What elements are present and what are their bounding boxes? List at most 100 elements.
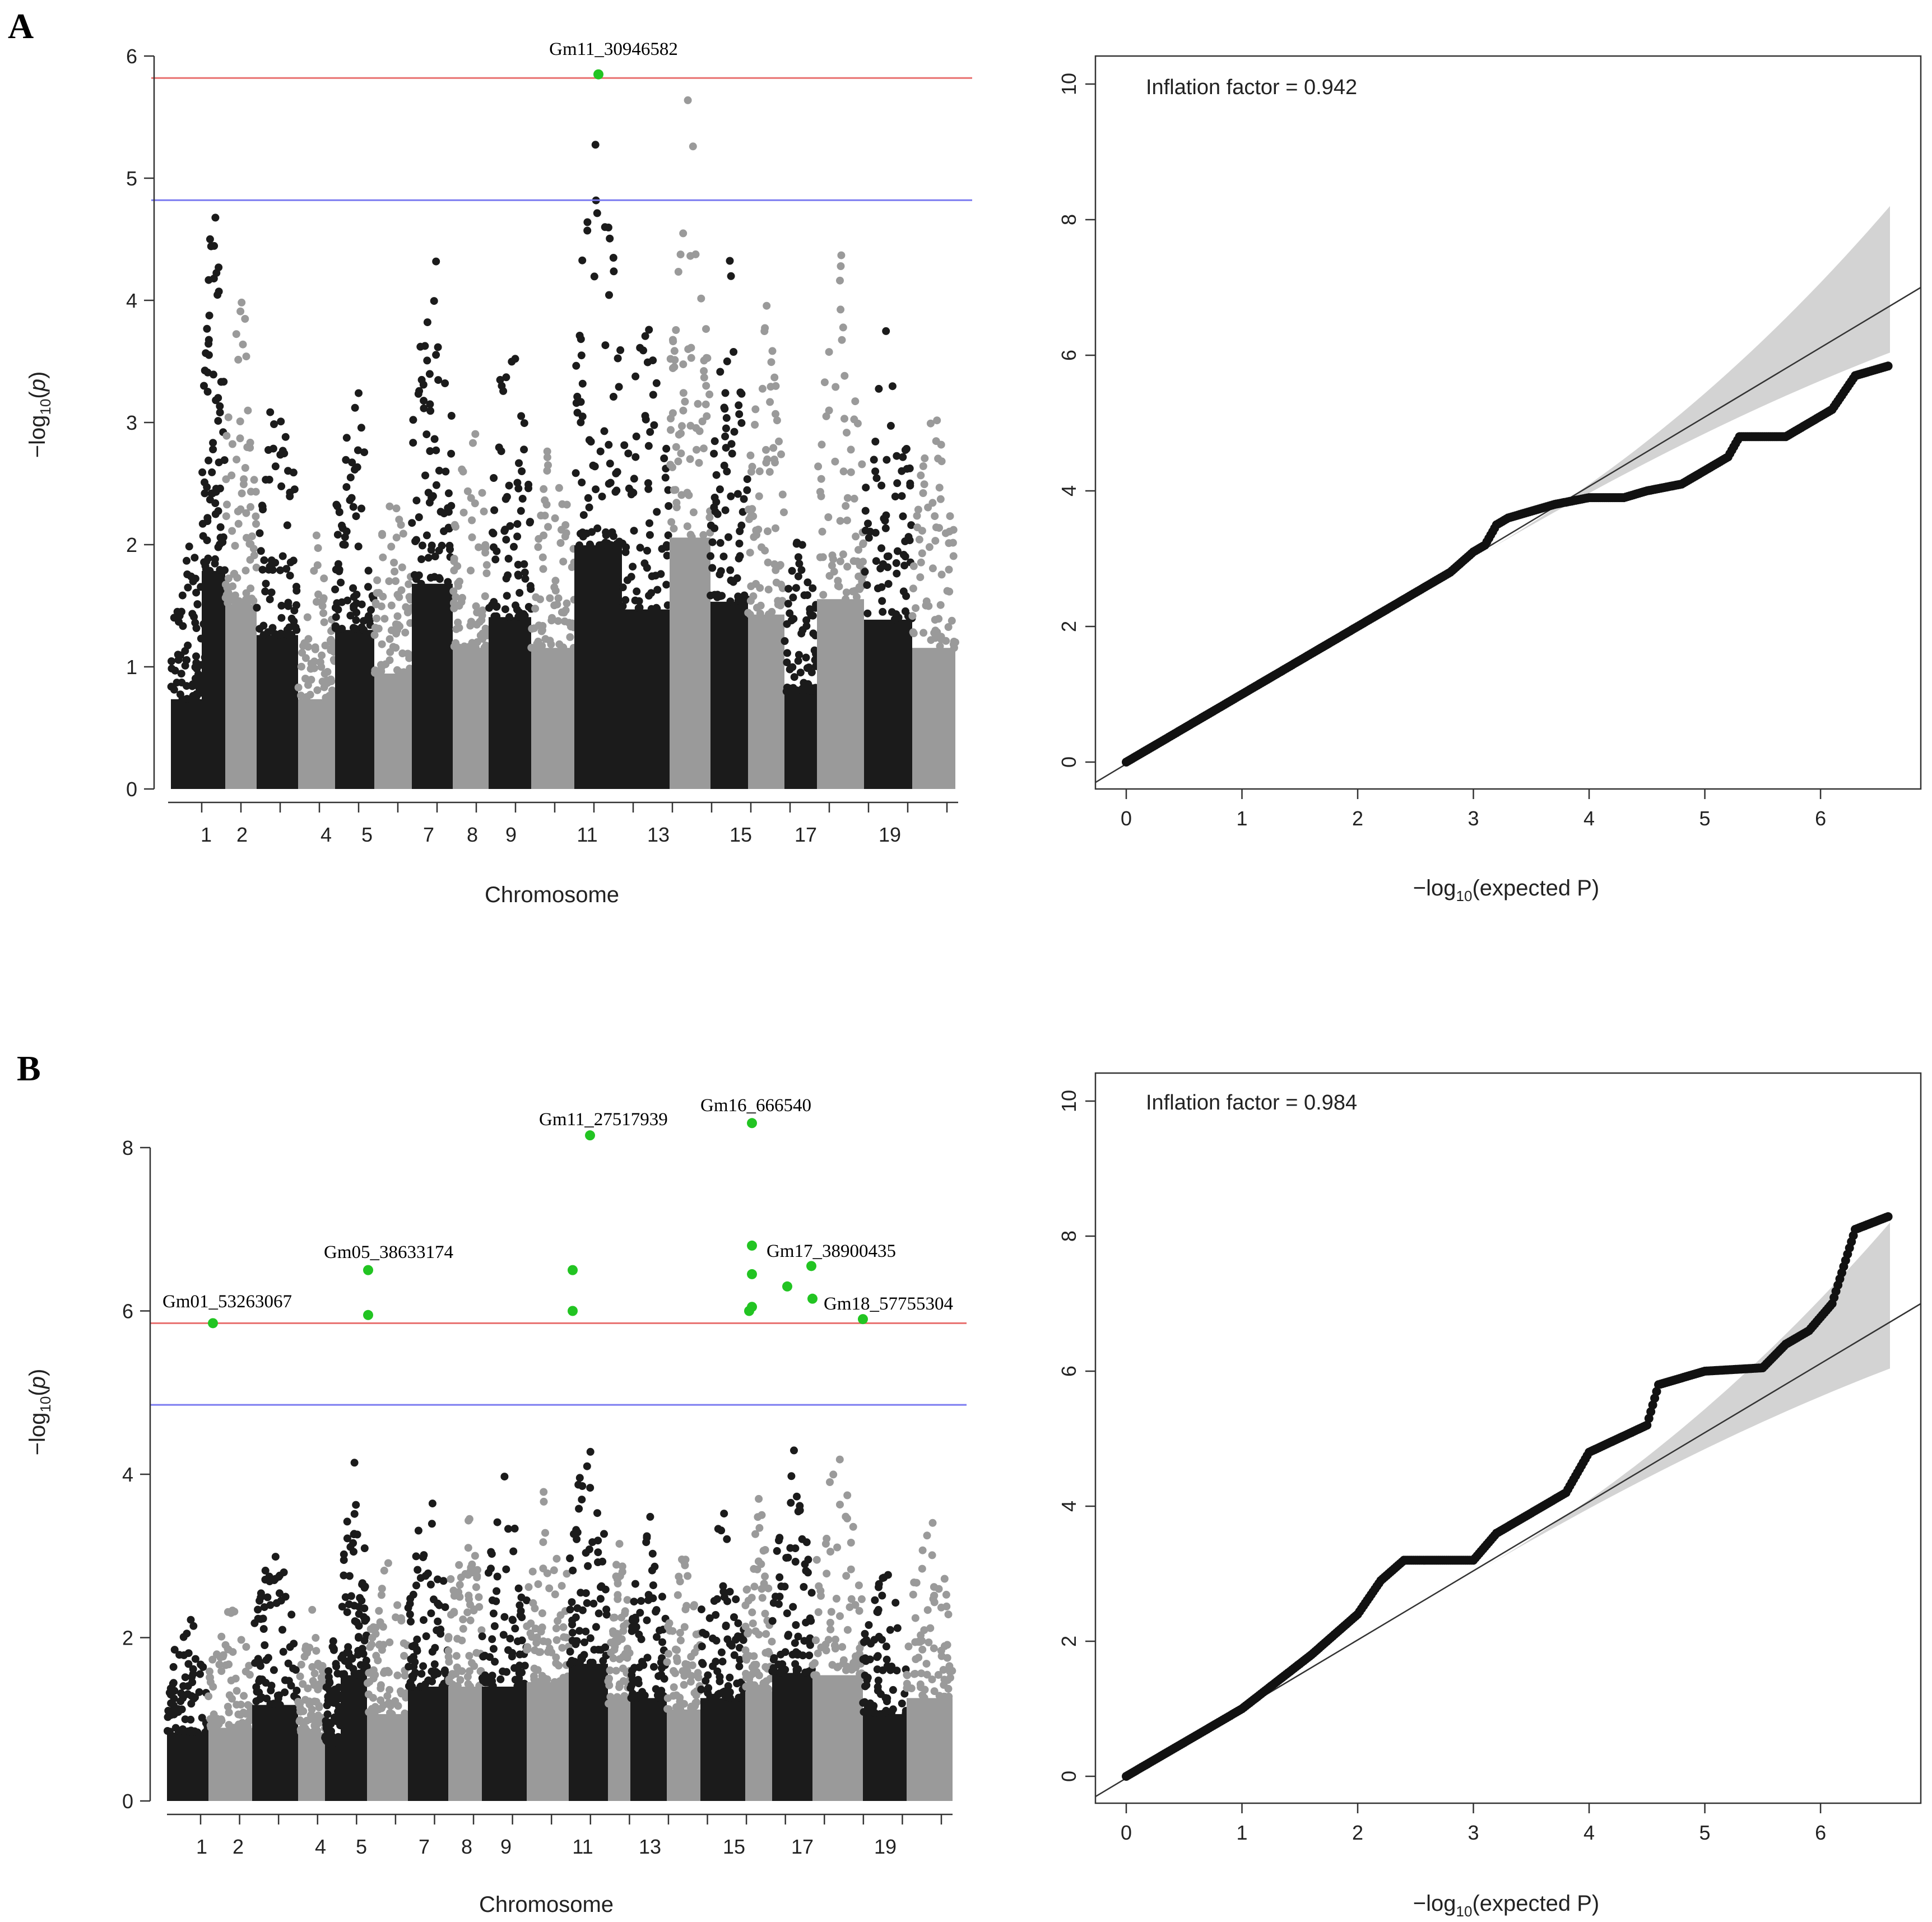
x-tick-label: 3 — [1468, 1821, 1479, 1844]
qq-b-inflation-factor: Inflation factor = 0.984 — [1146, 1091, 1357, 1115]
y-tick-label: 0 — [1057, 1771, 1080, 1782]
chromosome-band — [700, 1698, 745, 1801]
chromosome-band — [489, 617, 531, 789]
snp-points — [364, 1559, 411, 1718]
snp-points — [859, 1571, 910, 1718]
snp-points — [527, 447, 578, 652]
significant-snp-label: Gm01_53263067 — [162, 1292, 292, 1312]
plot-frame — [1094, 55, 1922, 790]
chromosome-band — [453, 648, 489, 789]
snp-points — [331, 389, 378, 634]
significant-snp-label: Gm16_666540 — [700, 1095, 811, 1116]
chromosome-tick-label: 4 — [321, 823, 332, 846]
chromosome-band — [630, 1698, 667, 1801]
x-tick-label: 0 — [1121, 1821, 1132, 1844]
snp-points — [572, 141, 625, 550]
chromosome-band — [622, 609, 670, 789]
y-tick-label: 6 — [1057, 350, 1080, 361]
chromosome-band — [325, 1743, 341, 1801]
qq-a-points — [1122, 361, 1893, 767]
snp-points — [809, 1455, 867, 1679]
chromosome-tick-label: 4 — [315, 1835, 326, 1858]
qq-b-xlabel: −log10(expected P) — [1413, 1891, 1599, 1920]
snp-points — [663, 1556, 704, 1714]
chromosome-tick-label: 13 — [647, 823, 670, 846]
x-tick-label: 2 — [1352, 807, 1363, 830]
snp-points — [485, 355, 535, 621]
y-tick-label: 5 — [126, 167, 137, 190]
qq-points — [1122, 361, 1893, 767]
significant-snp-point — [806, 1261, 816, 1271]
chromosome-band — [569, 1664, 608, 1801]
manhattan-plot-b: Gm01_53263067 Gm05_38633174 Gm11_27517939 G… — [25, 1095, 967, 1917]
chromosome-band — [167, 1732, 208, 1801]
qq-a-xlabel: −log10(expected P) — [1413, 876, 1599, 904]
snp-points — [294, 1605, 329, 1736]
panel-letter-b: B — [17, 1048, 41, 1088]
chromosome-band — [863, 1714, 907, 1801]
chromosome-band — [527, 1682, 569, 1801]
y-tick-label: 2 — [122, 1627, 133, 1650]
chromosome-tick-label: 5 — [361, 823, 373, 846]
panel-letter-a: A — [8, 6, 34, 46]
confidence-band — [1473, 206, 1890, 559]
snp-points — [741, 1494, 776, 1696]
significant-snp-point — [363, 1310, 373, 1320]
snp-points — [903, 1519, 956, 1702]
snp-points — [604, 1540, 634, 1709]
snp-points — [626, 1512, 670, 1702]
y-tick-label: 2 — [1057, 621, 1080, 632]
y-tick-label: 10 — [1057, 73, 1080, 95]
y-tick-label: 0 — [122, 1790, 133, 1813]
chromosome-tick-label: 2 — [236, 823, 248, 846]
y-tick-label: 4 — [126, 289, 137, 312]
chromosome-tick-label: 1 — [196, 1835, 207, 1858]
snp-points — [666, 96, 714, 541]
significant-snp-label: Gm17_38900435 — [767, 1241, 896, 1261]
confidence-band — [1473, 1222, 1890, 1574]
chromosome-band — [482, 1686, 527, 1801]
x-tick-label: 6 — [1815, 1821, 1826, 1844]
chromosome-tick-label: 15 — [723, 1835, 745, 1858]
qq-a-axes: 0 1 2 3 4 5 6 0 2 4 6 8 10 — [1057, 55, 1922, 830]
chromosome-tick-label: 7 — [419, 1835, 430, 1858]
chromosome-tick-label: 8 — [461, 1835, 472, 1858]
y-tick-label: 2 — [126, 533, 137, 556]
chromosome-band — [670, 537, 710, 789]
significant-snp-point — [858, 1314, 868, 1325]
chromosome-band — [335, 630, 374, 789]
qq-a-confidence-band — [1473, 206, 1890, 559]
chromosome-tick-label: 15 — [730, 823, 752, 846]
chromosome-tick-label: 8 — [467, 823, 478, 846]
significant-snp-point — [747, 1240, 757, 1251]
chromosome-band — [298, 1732, 325, 1801]
chromosome-band — [208, 1728, 252, 1801]
chromosome-band — [298, 699, 335, 789]
manhattan-b-significant-snps: Gm01_53263067 Gm05_38633174 Gm11_27517939 G… — [162, 1095, 953, 1329]
snp-points — [294, 531, 339, 703]
chromosome-tick-label: 19 — [874, 1835, 897, 1858]
chromosome-band — [784, 691, 817, 789]
chromosome-band — [531, 648, 574, 789]
snp-points — [250, 1553, 301, 1709]
chromosome-band — [257, 635, 298, 789]
manhattan-a-significant-snps: Gm11_30946582 — [549, 39, 678, 80]
y-tick-label: 0 — [1057, 756, 1080, 768]
snp-points — [198, 213, 229, 575]
manhattan-a-thresholds — [151, 77, 972, 201]
snp-points — [781, 538, 821, 695]
snp-points — [370, 502, 416, 677]
snp-points — [205, 1607, 256, 1732]
significant-snp-label: Gm11_27517939 — [539, 1109, 668, 1130]
qq-b-axes: 0 1 2 3 4 5 6 0 2 4 6 8 10 — [1057, 1072, 1922, 1844]
snp-points — [449, 430, 491, 652]
chromosome-band — [448, 1686, 482, 1801]
y-tick-label: 8 — [1057, 214, 1080, 225]
x-tick-label: 4 — [1583, 807, 1595, 830]
x-tick-label: 6 — [1815, 807, 1826, 830]
chromosome-band — [574, 545, 622, 789]
manhattan-a-ylabel: −log10(p) — [25, 372, 54, 458]
snp-points — [814, 251, 868, 603]
snp-points — [619, 326, 673, 613]
